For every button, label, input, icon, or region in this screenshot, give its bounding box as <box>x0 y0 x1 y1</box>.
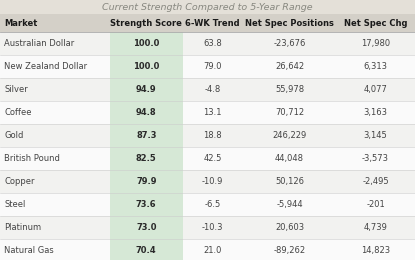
Text: -10.9: -10.9 <box>202 177 223 186</box>
Text: Natural Gas: Natural Gas <box>4 246 54 255</box>
Text: -4.8: -4.8 <box>205 85 221 94</box>
Bar <box>110 55 183 78</box>
Text: 4,077: 4,077 <box>364 85 388 94</box>
Text: Market: Market <box>4 18 37 28</box>
Text: 20,603: 20,603 <box>275 223 304 232</box>
Text: 100.0: 100.0 <box>133 39 159 48</box>
Text: -89,262: -89,262 <box>273 246 305 255</box>
Text: Net Spec Positions: Net Spec Positions <box>245 18 334 28</box>
Text: 87.3: 87.3 <box>136 131 156 140</box>
Bar <box>110 124 183 147</box>
Text: 17,980: 17,980 <box>361 39 390 48</box>
Text: 4,739: 4,739 <box>364 223 388 232</box>
Bar <box>110 32 183 55</box>
Text: 79.9: 79.9 <box>136 177 156 186</box>
Text: 70.4: 70.4 <box>136 246 156 255</box>
Text: 13.1: 13.1 <box>203 108 222 117</box>
Text: -23,676: -23,676 <box>273 39 306 48</box>
Text: Net Spec Chg: Net Spec Chg <box>344 18 408 28</box>
Bar <box>110 101 183 124</box>
Text: Current Strength Compared to 5-Year Range: Current Strength Compared to 5-Year Rang… <box>102 3 313 11</box>
Text: 79.0: 79.0 <box>203 62 222 71</box>
Text: 6-WK Trend: 6-WK Trend <box>186 18 240 28</box>
Text: 94.8: 94.8 <box>136 108 156 117</box>
Text: 246,229: 246,229 <box>272 131 307 140</box>
Text: 18.8: 18.8 <box>203 131 222 140</box>
Bar <box>0 239 415 260</box>
Bar <box>110 147 183 170</box>
Text: Steel: Steel <box>4 200 25 209</box>
Bar <box>0 55 415 78</box>
Text: 50,126: 50,126 <box>275 177 304 186</box>
Text: 73.6: 73.6 <box>136 200 156 209</box>
Text: Platinum: Platinum <box>4 223 41 232</box>
Bar <box>0 216 415 239</box>
Bar <box>0 101 415 124</box>
Bar <box>0 14 415 32</box>
Text: Coffee: Coffee <box>4 108 32 117</box>
Text: -201: -201 <box>366 200 385 209</box>
Text: 14,823: 14,823 <box>361 246 390 255</box>
Text: 70,712: 70,712 <box>275 108 304 117</box>
Text: 94.9: 94.9 <box>136 85 156 94</box>
Bar <box>0 193 415 216</box>
Text: 21.0: 21.0 <box>203 246 222 255</box>
Text: New Zealand Dollar: New Zealand Dollar <box>4 62 87 71</box>
Text: -5,944: -5,944 <box>276 200 303 209</box>
Bar <box>110 216 183 239</box>
Text: 26,642: 26,642 <box>275 62 304 71</box>
Bar <box>0 170 415 193</box>
Bar <box>0 32 415 55</box>
Text: -3,573: -3,573 <box>362 154 389 163</box>
Bar <box>0 78 415 101</box>
Text: 3,145: 3,145 <box>364 131 388 140</box>
Text: British Pound: British Pound <box>4 154 60 163</box>
Bar <box>0 124 415 147</box>
Text: -10.3: -10.3 <box>202 223 223 232</box>
Text: 44,048: 44,048 <box>275 154 304 163</box>
Text: -2,495: -2,495 <box>362 177 389 186</box>
Text: 55,978: 55,978 <box>275 85 304 94</box>
Bar <box>110 170 183 193</box>
Text: 82.5: 82.5 <box>136 154 157 163</box>
Text: 63.8: 63.8 <box>203 39 222 48</box>
Text: 3,163: 3,163 <box>364 108 388 117</box>
Text: 42.5: 42.5 <box>203 154 222 163</box>
Text: 73.0: 73.0 <box>136 223 156 232</box>
Bar <box>0 147 415 170</box>
Text: Copper: Copper <box>4 177 34 186</box>
Text: Strength Score: Strength Score <box>110 18 182 28</box>
Text: -6.5: -6.5 <box>205 200 221 209</box>
Text: Silver: Silver <box>4 85 28 94</box>
Bar <box>110 239 183 260</box>
Text: 6,313: 6,313 <box>364 62 388 71</box>
Text: 100.0: 100.0 <box>133 62 159 71</box>
Text: Gold: Gold <box>4 131 23 140</box>
Text: Australian Dollar: Australian Dollar <box>4 39 74 48</box>
Bar <box>110 193 183 216</box>
Bar <box>110 78 183 101</box>
